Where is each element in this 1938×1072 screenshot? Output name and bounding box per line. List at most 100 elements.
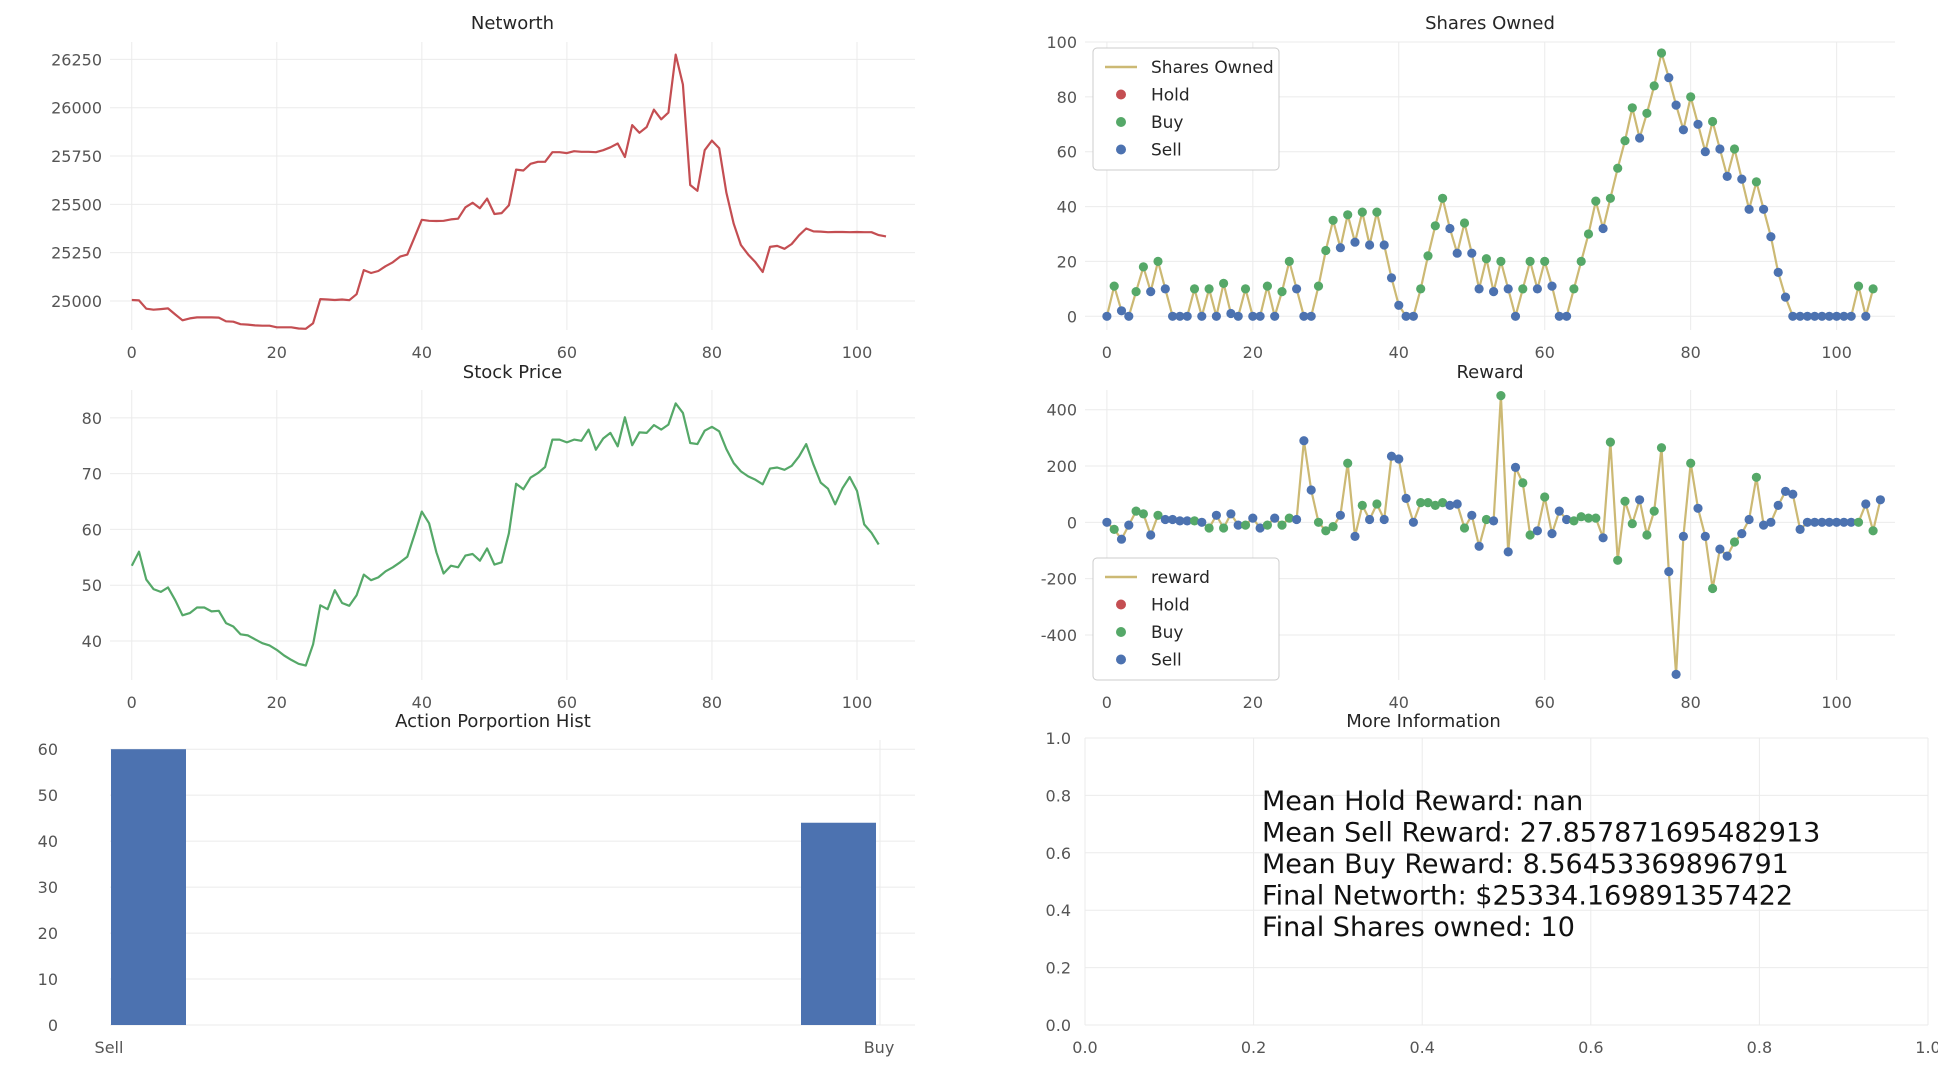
shares-sell-point — [1248, 311, 1258, 321]
shares-ytick-label: 60 — [1057, 143, 1077, 162]
shares-sell-point — [1693, 119, 1703, 129]
shares-sell-point — [1197, 311, 1207, 321]
reward-buy-point — [1459, 523, 1470, 533]
reward-sell-point — [1875, 495, 1885, 505]
shares-buy-point — [1153, 256, 1163, 266]
hist-bar-sell — [111, 749, 186, 1025]
reward-buy-point — [1729, 537, 1740, 547]
shares-sell-point — [1168, 311, 1178, 321]
info-xtick-label: 0.8 — [1747, 1038, 1772, 1057]
hist-ytick-label: 30 — [38, 878, 58, 897]
shares-sell-point — [1299, 311, 1309, 321]
reward-buy-point — [1262, 520, 1272, 530]
hist-ytick-label: 40 — [38, 832, 58, 851]
shares-sell-point — [1255, 311, 1265, 321]
shares-sell-point — [1766, 232, 1776, 242]
info-line: Mean Buy Reward: 8.56453369896791 — [1262, 849, 1789, 880]
shares-legend-label: Sell — [1151, 141, 1182, 161]
reward-buy-point — [1605, 437, 1615, 447]
shares-xtick-label: 100 — [1821, 343, 1852, 362]
shares-legend-frame — [1092, 47, 1280, 171]
shares-buy-point — [1518, 284, 1528, 294]
networth-ytick-label: 25500 — [51, 195, 102, 214]
shares-sell-point — [1379, 240, 1389, 250]
reward-xtick-label: 60 — [1535, 693, 1555, 712]
shares-sell-point — [1817, 311, 1827, 321]
reward-legend-dot-swatch — [1116, 627, 1126, 637]
shares-buy-point — [1569, 284, 1579, 294]
reward-buy-point — [1189, 516, 1200, 526]
shares-buy-point — [1656, 48, 1667, 58]
reward-sell-point — [1255, 523, 1265, 533]
shares-sell-point — [1394, 300, 1404, 310]
shares-sell-point — [1773, 267, 1783, 277]
reward-legend-dot-swatch — [1116, 654, 1126, 665]
shares-sell-point — [1737, 174, 1747, 184]
reward-sell-point — [1211, 510, 1221, 520]
reward-sell-point — [1452, 499, 1462, 509]
reward-buy-point — [1430, 500, 1440, 510]
info-xtick-label: 1.0 — [1915, 1038, 1938, 1057]
reward-sell-point — [1562, 514, 1572, 525]
info-line: Final Shares owned: 10 — [1262, 912, 1575, 943]
shares-buy-point — [1416, 284, 1426, 294]
hist-ytick-label: 0 — [48, 1016, 58, 1035]
reward-sell-point — [1832, 517, 1842, 527]
shares-buy-point — [1423, 251, 1433, 261]
stock-ytick-label: 50 — [82, 576, 102, 595]
reward-buy-point — [1649, 506, 1659, 516]
hist-bar-buy — [801, 822, 876, 1025]
networth-xtick-label: 40 — [412, 343, 432, 362]
shares-buy-point — [1438, 193, 1448, 203]
networth-xtick-label: 60 — [557, 343, 577, 362]
shares-sell-point — [1211, 311, 1221, 321]
shares-buy-point — [1189, 284, 1200, 294]
shares-buy-point — [1343, 210, 1353, 220]
reward-sell-point — [1744, 514, 1754, 525]
reward-sell-point — [1146, 530, 1156, 540]
shares-sell-point — [1445, 223, 1455, 234]
shares-sell-point — [1116, 306, 1127, 316]
shares-sell-point — [1124, 311, 1134, 321]
shares-buy-point — [1576, 256, 1586, 266]
reward-buy-point — [1540, 492, 1550, 502]
shares-buy-point — [1620, 136, 1630, 146]
shares-buy-point — [1496, 256, 1506, 266]
reward-buy-point — [1496, 391, 1506, 401]
shares-legend-dot-swatch — [1116, 144, 1126, 155]
reward-sell-point — [1788, 489, 1798, 499]
shares-ytick-label: 100 — [1046, 33, 1077, 52]
reward-sell-point — [1839, 517, 1849, 527]
info-ytick-label: 0.8 — [1046, 786, 1071, 805]
networth-ytick-label: 25000 — [51, 292, 102, 311]
shares-buy-point — [1525, 256, 1535, 266]
shares-sell-point — [1233, 311, 1243, 321]
reward-xtick-label: 100 — [1821, 693, 1852, 712]
shares-ytick-label: 40 — [1057, 198, 1077, 217]
shares-sell-point — [1832, 311, 1842, 321]
shares-buy-point — [1313, 281, 1324, 291]
shares-buy-point — [1853, 281, 1864, 291]
shares-sell-point — [1452, 248, 1462, 258]
networth-xtick-label: 80 — [702, 343, 722, 362]
reward-buy-point — [1277, 520, 1287, 530]
reward-sell-point — [1773, 500, 1783, 510]
reward-sell-point — [1168, 514, 1178, 525]
reward-sell-point — [1766, 517, 1776, 527]
stock-xtick-label: 100 — [842, 693, 873, 712]
stock-xtick-label: 20 — [267, 693, 287, 712]
shares-buy-point — [1277, 287, 1287, 297]
shares-sell-point — [1175, 311, 1185, 321]
reward-legend-label: Sell — [1151, 651, 1182, 671]
shares-buy-point — [1328, 215, 1338, 225]
shares-buy-point — [1686, 92, 1696, 102]
reward-sell-point — [1160, 514, 1170, 525]
shares-sell-point — [1664, 73, 1674, 83]
reward-title: Reward — [1456, 362, 1523, 383]
shares-buy-point — [1540, 256, 1550, 266]
reward-buy-point — [1620, 496, 1630, 506]
reward-sell-point — [1445, 500, 1455, 510]
info-ytick-label: 0.6 — [1046, 844, 1071, 863]
hist-title: Action Porportion Hist — [395, 711, 591, 732]
reward-sell-point — [1248, 513, 1258, 523]
